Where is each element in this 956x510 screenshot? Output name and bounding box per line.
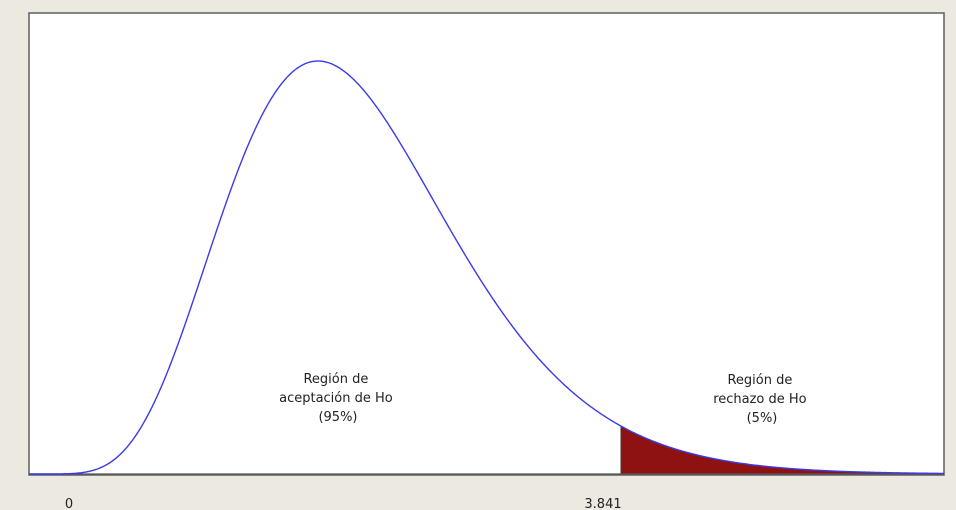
acceptance-label-line-3: (95%) bbox=[318, 410, 357, 425]
plot-frame bbox=[28, 12, 945, 476]
rejection-label-line-2: rechazo de Ho bbox=[713, 392, 806, 407]
density-curve bbox=[29, 60, 945, 475]
rejection-label-line-3: (5%) bbox=[747, 411, 778, 426]
rejection-region-label: Región de rechazo de Ho (5%) bbox=[713, 373, 811, 426]
acceptance-region-label: Región de aceptación de Ho (95%) bbox=[279, 372, 397, 425]
x-tick-label-0: 0 bbox=[65, 497, 73, 510]
acceptance-label-line-1: Región de bbox=[303, 372, 368, 387]
rejection-region-area bbox=[621, 426, 944, 474]
rejection-label-line-1: Región de bbox=[727, 373, 792, 388]
x-tick-label-critical: 3.841 bbox=[584, 497, 621, 510]
acceptance-label-line-2: aceptación de Ho bbox=[279, 391, 393, 406]
